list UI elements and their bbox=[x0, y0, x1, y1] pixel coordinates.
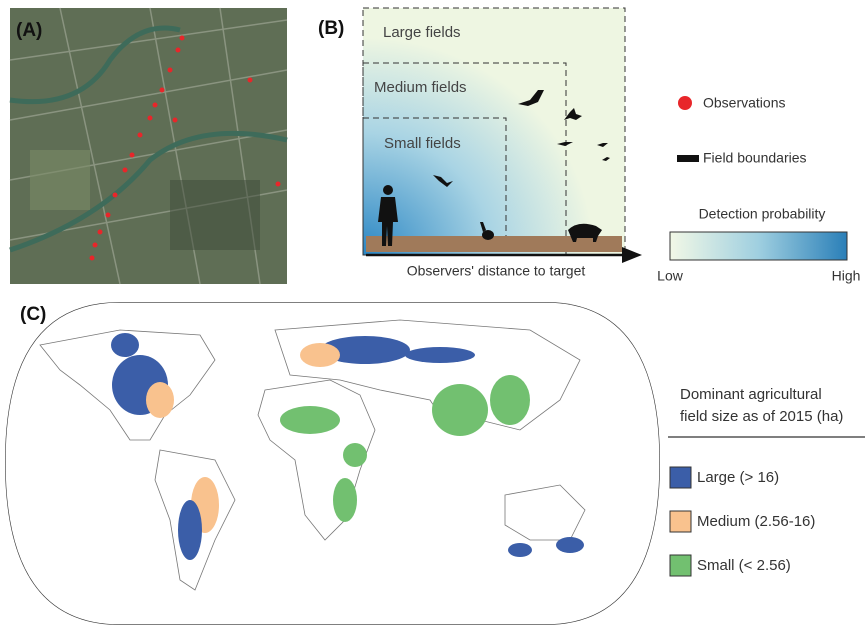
colorbar-high: High bbox=[832, 268, 861, 284]
legend-swatch bbox=[670, 555, 691, 576]
panel-label: (B) bbox=[318, 18, 344, 39]
legend-swatch bbox=[670, 511, 691, 532]
colorbar bbox=[670, 232, 847, 260]
region bbox=[300, 343, 340, 367]
colorbar-title: Detection probability bbox=[699, 206, 826, 222]
legend-label: Large (> 16) bbox=[697, 469, 779, 486]
world-map bbox=[5, 302, 660, 625]
panel-label: (C) bbox=[20, 304, 46, 325]
region bbox=[343, 443, 367, 467]
region bbox=[178, 500, 202, 560]
region bbox=[146, 382, 174, 418]
satellite-image bbox=[10, 8, 287, 284]
figure: (A) (B) Large fields Medium fields Small… bbox=[0, 0, 865, 629]
legend-title: field size as of 2015 (ha) bbox=[680, 408, 843, 425]
panel-label: (A) bbox=[16, 20, 42, 41]
region bbox=[280, 406, 340, 434]
colorbar-low: Low bbox=[657, 268, 684, 284]
legend-swatch bbox=[670, 467, 691, 488]
region bbox=[432, 384, 488, 436]
region bbox=[490, 375, 530, 425]
ground bbox=[366, 236, 622, 252]
legend-label: Field boundaries bbox=[703, 150, 807, 166]
zone-label: Medium fields bbox=[374, 79, 467, 96]
legend-title: Dominant agricultural bbox=[680, 386, 822, 403]
legend-label: Observations bbox=[703, 95, 785, 111]
detection-background bbox=[363, 8, 625, 255]
boundary-symbol bbox=[677, 155, 699, 162]
region bbox=[405, 347, 475, 363]
legend-label: Small (< 2.56) bbox=[697, 557, 791, 574]
observation-symbol bbox=[678, 96, 692, 110]
x-axis-label: Observers' distance to target bbox=[407, 263, 586, 279]
zone-label: Large fields bbox=[383, 24, 461, 41]
figure-canvas: (A) (B) Large fields Medium fields Small… bbox=[0, 0, 865, 629]
axis-arrow bbox=[622, 247, 642, 263]
region bbox=[333, 478, 357, 522]
legend-label: Medium (2.56-16) bbox=[697, 513, 815, 530]
region bbox=[508, 543, 532, 557]
class-legend: Large (> 16) Medium (2.56-16) Small (< 2.5… bbox=[670, 467, 815, 576]
region bbox=[556, 537, 584, 553]
zone-label: Small fields bbox=[384, 135, 461, 152]
region bbox=[111, 333, 139, 357]
